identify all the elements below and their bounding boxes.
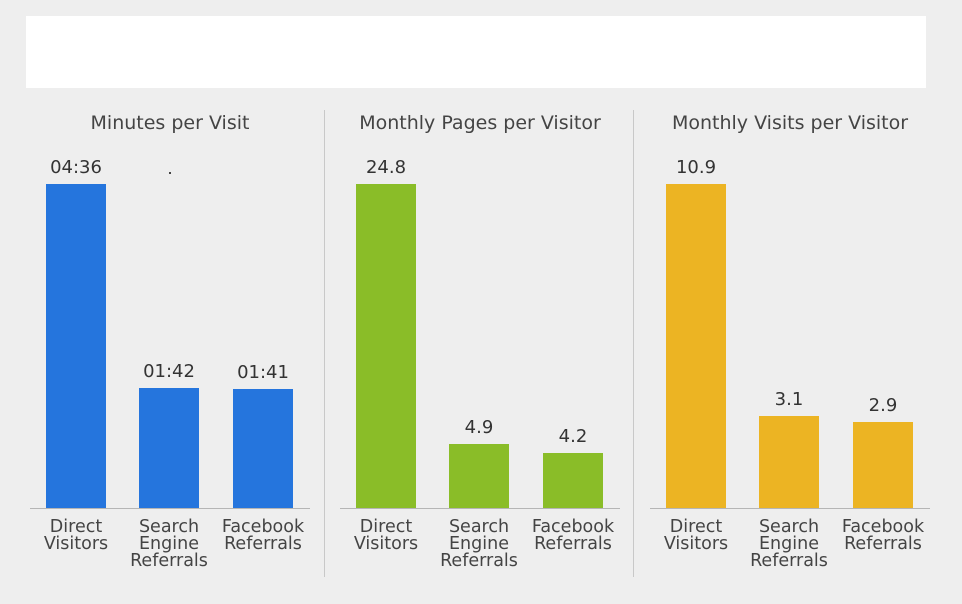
category-label: Direct Visitors [338, 517, 434, 554]
x-axis-baseline [650, 508, 930, 509]
category-label-line: Referrals [750, 551, 828, 571]
data-label: 10.9 [675, 157, 717, 178]
data-label: 04:36 [50, 157, 102, 178]
category-label-line: Direct [669, 517, 723, 537]
bar [139, 388, 199, 508]
panel-divider [633, 110, 634, 577]
bar [356, 184, 416, 508]
category-label: Search Engine Referrals [121, 517, 217, 571]
category-label-line: Search [448, 517, 510, 537]
bar [666, 184, 726, 508]
bar [233, 389, 293, 508]
category-label-line: Engine [449, 534, 509, 554]
category-label-line: Referrals [440, 551, 518, 571]
category-label-line: Facebook [531, 517, 615, 537]
category-label-line: Visitors [353, 534, 419, 554]
data-label: 01:41 [237, 362, 289, 383]
chart-monthly-visits-per-visitor: Monthly Visits per Visitor 10.9 Direct Vis… [640, 100, 940, 600]
category-label-line: Facebook [841, 517, 925, 537]
chart-title: Monthly Visits per Visitor [671, 112, 909, 134]
chart-title: Monthly Pages per Visitor [359, 112, 601, 134]
category-label-line: Search [758, 517, 820, 537]
category-label-line: Referrals [534, 534, 612, 554]
chart-monthly-pages-per-visitor: Monthly Pages per Visitor 24.8 Direct Visi… [330, 100, 630, 600]
category-label-line: Engine [759, 534, 819, 554]
category-label-line: Search [138, 517, 200, 537]
chart-minutes-per-visit: Minutes per Visit 04:36 Direct Visitors 01:… [20, 100, 320, 600]
category-label-line: Direct [359, 517, 413, 537]
bar [853, 422, 913, 508]
data-label: 01:42 [143, 361, 195, 382]
category-label-line: Direct [49, 517, 103, 537]
x-axis-baseline [340, 508, 620, 509]
chart-title: Minutes per Visit [90, 112, 250, 134]
data-label: 24.8 [365, 157, 407, 178]
category-label-line: Engine [139, 534, 199, 554]
category-label-line: Referrals [844, 534, 922, 554]
category-label-line: Referrals [130, 551, 208, 571]
category-label-line: Visitors [43, 534, 109, 554]
bar [449, 444, 509, 508]
bar [543, 453, 603, 508]
category-label: Search Engine Referrals [431, 517, 527, 571]
stray-dot [169, 172, 171, 174]
category-label-line: Visitors [663, 534, 729, 554]
data-label: 2.9 [868, 395, 898, 416]
category-label-line: Referrals [224, 534, 302, 554]
category-label: Facebook Referrals [215, 517, 311, 554]
bar [759, 416, 819, 508]
category-label: Search Engine Referrals [741, 517, 837, 571]
data-label: 4.9 [464, 417, 494, 438]
data-label: 3.1 [774, 389, 804, 410]
category-label: Facebook Referrals [525, 517, 621, 554]
data-label: 4.2 [558, 426, 588, 447]
panel-divider [324, 110, 325, 577]
category-label: Facebook Referrals [835, 517, 931, 554]
header-banner [26, 16, 926, 88]
category-label: Direct Visitors [648, 517, 744, 554]
bar [46, 184, 106, 508]
x-axis-baseline [30, 508, 310, 509]
category-label: Direct Visitors [28, 517, 124, 554]
category-label-line: Facebook [221, 517, 305, 537]
